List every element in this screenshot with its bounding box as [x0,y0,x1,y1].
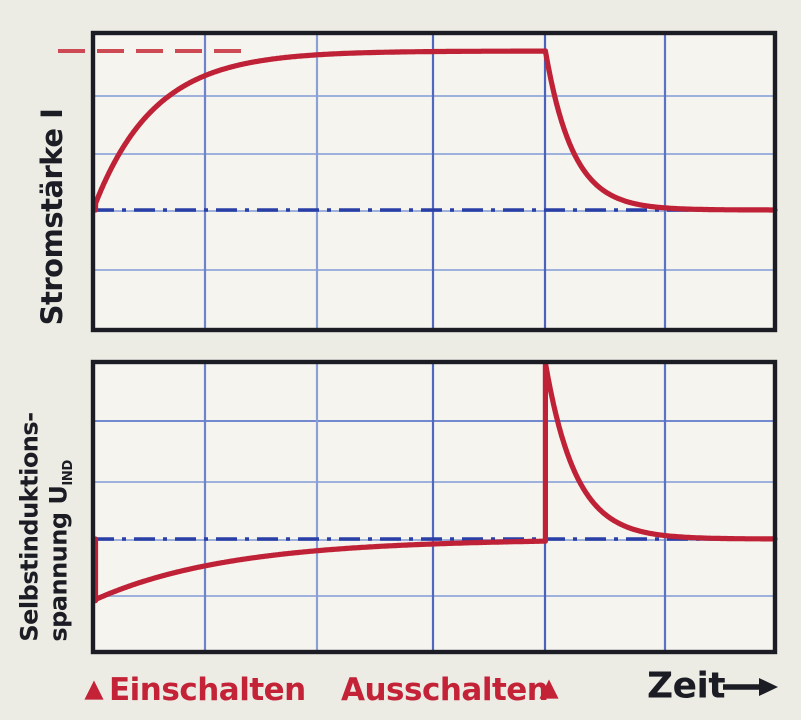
ausschalten-label: Ausschalten [341,672,549,708]
time-axis-label: Zeit [647,665,726,707]
chart-frame-1 [90,359,778,655]
bottom-ylabel-line1: Selbstinduktions- [15,412,44,642]
einschalten-triangle-icon: ▲ [84,673,104,703]
bottom-chart-ylabel: Selbstinduktions-spannung UIND [15,412,76,641]
bottom-ylabel-line2: spannung U [44,485,73,642]
chart-frame-0 [90,30,778,333]
bottom-ylabel-subscript: IND [60,460,76,486]
einschalten-label: Einschalten [109,672,306,708]
ausschalten-triangle-icon: ▲ [539,672,559,702]
curve-current [92,48,778,213]
curve-voltage [92,360,778,604]
right-arrow-icon [723,678,778,696]
top-chart-ylabel: Stromstärke I [35,108,69,326]
